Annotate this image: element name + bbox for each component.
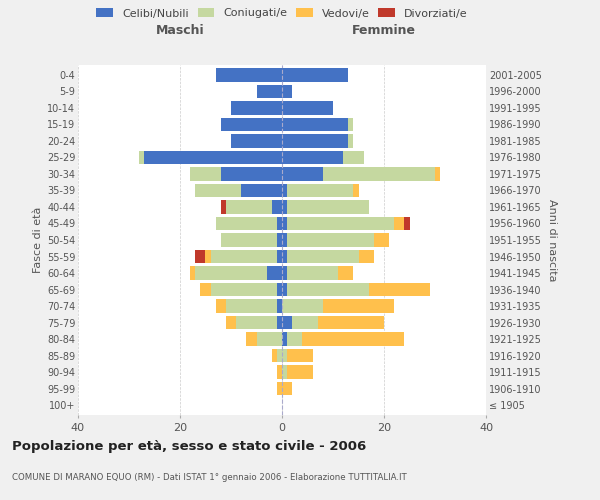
Bar — [272, 349, 277, 362]
Bar — [216, 68, 282, 82]
Bar — [221, 200, 226, 213]
Bar — [145, 151, 282, 164]
Bar — [282, 200, 287, 213]
Bar — [277, 283, 282, 296]
Bar — [287, 250, 359, 263]
Bar — [282, 332, 287, 345]
Bar — [343, 151, 364, 164]
Bar — [349, 118, 353, 131]
Bar — [282, 300, 323, 312]
Bar — [221, 118, 282, 131]
Bar — [190, 266, 196, 280]
Bar — [200, 283, 211, 296]
Bar — [282, 102, 333, 114]
Text: Maschi: Maschi — [155, 24, 205, 38]
Bar — [277, 250, 282, 263]
Text: Popolazione per età, sesso e stato civile - 2006: Popolazione per età, sesso e stato civil… — [12, 440, 366, 453]
Bar — [277, 300, 282, 312]
Bar — [221, 168, 282, 180]
Bar — [277, 316, 282, 329]
Bar — [287, 217, 394, 230]
Bar — [349, 134, 353, 147]
Bar — [323, 168, 435, 180]
Bar — [369, 283, 430, 296]
Bar — [282, 184, 287, 197]
Bar — [394, 217, 404, 230]
Bar — [211, 250, 277, 263]
Bar — [282, 85, 292, 98]
Legend: Celibi/Nubili, Coniugati/e, Vedovi/e, Divorziati/e: Celibi/Nubili, Coniugati/e, Vedovi/e, Di… — [97, 8, 467, 18]
Bar — [211, 283, 277, 296]
Bar — [282, 266, 287, 280]
Bar — [323, 300, 394, 312]
Bar — [257, 85, 282, 98]
Bar — [353, 184, 359, 197]
Bar — [287, 332, 302, 345]
Bar — [282, 349, 287, 362]
Bar — [282, 382, 292, 395]
Bar — [241, 184, 282, 197]
Text: Femmine: Femmine — [352, 24, 416, 38]
Bar — [282, 217, 287, 230]
Bar — [226, 300, 277, 312]
Bar — [196, 250, 206, 263]
Bar — [267, 266, 282, 280]
Bar — [287, 366, 313, 378]
Bar — [196, 266, 267, 280]
Y-axis label: Anni di nascita: Anni di nascita — [547, 198, 557, 281]
Bar — [190, 168, 221, 180]
Bar — [206, 250, 211, 263]
Bar — [139, 151, 145, 164]
Bar — [277, 217, 282, 230]
Bar — [282, 366, 287, 378]
Bar — [282, 151, 343, 164]
Bar — [404, 217, 410, 230]
Bar — [282, 134, 349, 147]
Bar — [282, 168, 323, 180]
Bar — [282, 68, 349, 82]
Bar — [277, 234, 282, 246]
Bar — [338, 266, 353, 280]
Bar — [226, 200, 272, 213]
Y-axis label: Fasce di età: Fasce di età — [32, 207, 43, 273]
Bar — [287, 200, 369, 213]
Bar — [359, 250, 374, 263]
Bar — [277, 349, 282, 362]
Bar — [231, 134, 282, 147]
Bar — [282, 250, 287, 263]
Bar — [287, 234, 374, 246]
Bar — [226, 316, 236, 329]
Bar — [196, 184, 241, 197]
Bar — [318, 316, 384, 329]
Bar — [221, 234, 277, 246]
Bar — [231, 102, 282, 114]
Text: COMUNE DI MARANO EQUO (RM) - Dati ISTAT 1° gennaio 2006 - Elaborazione TUTTITALI: COMUNE DI MARANO EQUO (RM) - Dati ISTAT … — [12, 473, 407, 482]
Bar — [302, 332, 404, 345]
Bar — [277, 366, 282, 378]
Bar — [282, 234, 287, 246]
Bar — [435, 168, 440, 180]
Bar — [282, 283, 287, 296]
Bar — [287, 349, 313, 362]
Bar — [236, 316, 277, 329]
Bar — [374, 234, 389, 246]
Bar — [216, 217, 277, 230]
Bar — [282, 316, 292, 329]
Bar — [287, 266, 338, 280]
Bar — [282, 118, 349, 131]
Bar — [287, 184, 353, 197]
Bar — [292, 316, 318, 329]
Bar — [257, 332, 282, 345]
Bar — [216, 300, 226, 312]
Bar — [247, 332, 257, 345]
Bar — [272, 200, 282, 213]
Bar — [287, 283, 369, 296]
Bar — [277, 382, 282, 395]
